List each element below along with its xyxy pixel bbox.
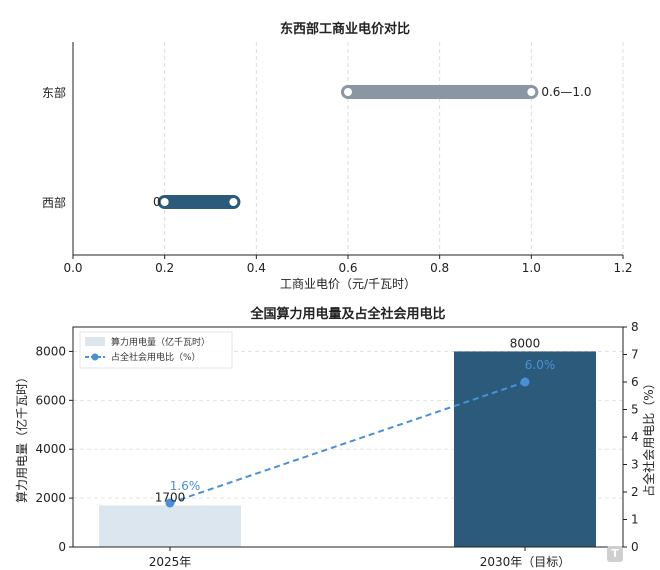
chart-1: 东西部工商业电价对比 0.0 0.2 0.4 0.6 0.8 1.0 1.2 东部 西部 0… <box>42 21 633 291</box>
chart1-range-high-point <box>229 198 238 206</box>
chart2-right-axis-label: 占全社会用电比（%） <box>641 377 656 496</box>
chart2-left-tick-label: 4000 <box>35 442 66 456</box>
chart1-range-high-point <box>527 88 536 96</box>
chart1-x-tick-label: 0.8 <box>430 261 449 275</box>
chart2-right-tick-label: 5 <box>631 403 639 417</box>
chart2-right-tick-label: 0 <box>631 540 639 554</box>
chart2-left-tick-label: 0 <box>58 540 66 554</box>
chart1-category-east: 东部 <box>42 85 66 100</box>
chart1-x-tick-label: 1.2 <box>613 261 632 275</box>
chart-2: 全国算力用电量及占全社会用电比 0 2000 4000 6000 8000 0 1 2 3 4 5… <box>14 306 656 569</box>
chart2-line-label-2030: 6.0% <box>525 358 556 372</box>
chart1-x-tick-label: 1.0 <box>522 261 541 275</box>
chart2-legend: 算力用电量（亿千瓦时） 占全社会用电比（%） <box>79 331 233 369</box>
chart1-x-label: 工商业电价（元/千瓦时） <box>280 276 416 291</box>
chart2-bar-label-2025: 1700 <box>155 490 186 504</box>
chart2-right-tick-label: 8 <box>631 320 639 334</box>
chart1-x-tick-label: 0.0 <box>63 261 82 275</box>
chart2-title: 全国算力用电量及占全社会用电比 <box>249 306 445 322</box>
chart2-right-ticks: 0 1 2 3 4 5 6 7 8 <box>623 320 639 554</box>
chart2-line-series <box>165 377 530 508</box>
chart1-x-tick-label: 0.2 <box>155 261 174 275</box>
chart1-range-low-point <box>160 198 169 206</box>
chart2-right-tick-label: 4 <box>631 430 639 444</box>
chart2-line-point <box>520 377 530 387</box>
chart2-legend-bar-label: 算力用电量（亿千瓦时） <box>111 336 210 348</box>
chart1-x-ticks: 0.0 0.2 0.4 0.6 0.8 1.0 1.2 <box>63 255 633 275</box>
chart1-range-label-west: 0 <box>153 195 161 209</box>
chart2-left-axis-label: 算力用电量（亿千瓦时） <box>14 371 29 503</box>
chart2-right-tick-label: 1 <box>631 513 639 527</box>
chart1-x-tick-label: 0.6 <box>338 261 357 275</box>
chart1-category-west: 西部 <box>42 195 66 210</box>
chart2-left-tick-label: 8000 <box>35 344 66 358</box>
chart2-line-point <box>165 498 175 508</box>
chart1-range-label-east: 0.6—1.0 <box>541 85 591 99</box>
chart2-right-tick-label: 3 <box>631 458 639 472</box>
chart2-bar <box>99 505 241 547</box>
chart2-legend-line-marker <box>91 353 99 361</box>
chart2-right-tick-label: 2 <box>631 485 639 499</box>
chart2-legend-line-label: 占全社会用电比（%） <box>111 351 201 363</box>
watermark-logo: T <box>607 546 623 562</box>
chart2-bar-label-2030: 8000 <box>510 336 541 350</box>
chart2-right-tick-label: 6 <box>631 375 639 389</box>
chart1-grid <box>164 42 624 255</box>
chart2-left-tick-label: 6000 <box>35 393 66 407</box>
chart2-line-path <box>169 381 526 504</box>
chart1-title: 东西部工商业电价对比 <box>280 21 410 37</box>
chart1-ranges <box>157 85 539 209</box>
chart2-category-2030: 2030年（目标） <box>480 555 571 569</box>
chart1-x-tick-label: 0.4 <box>247 261 266 275</box>
chart1-range-low-point <box>344 88 352 96</box>
chart2-left-tick-label: 2000 <box>35 491 66 505</box>
chart2-right-tick-label: 7 <box>631 348 639 362</box>
chart2-legend-box <box>79 331 233 369</box>
chart2-legend-bar-swatch <box>85 337 105 346</box>
chart2-category-2025: 2025年 <box>149 555 192 569</box>
chart2-left-ticks: 0 2000 4000 6000 8000 <box>35 344 73 554</box>
chart2-line-label-2025: 1.6% <box>170 479 201 493</box>
